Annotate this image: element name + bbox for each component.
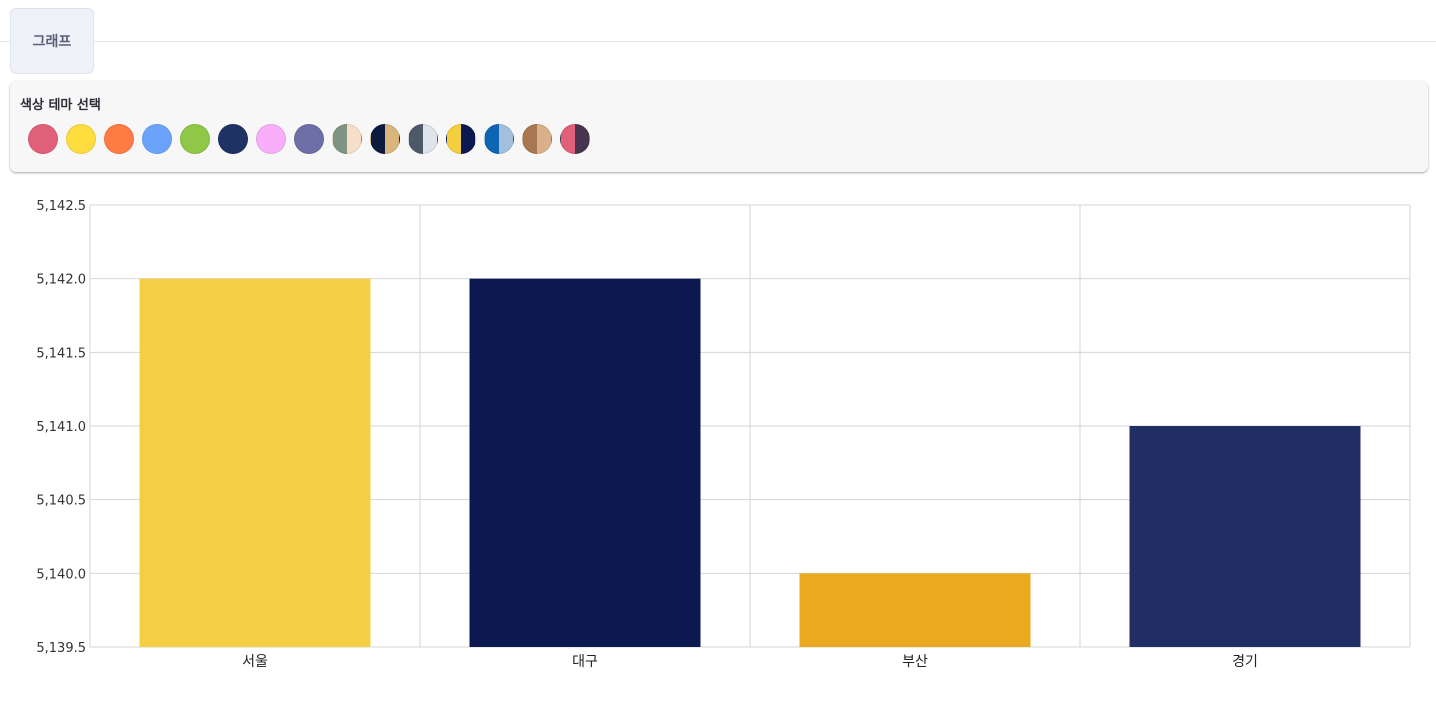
bar-chart: 5,139.5 5,140.0 5,140.5 5,141.0 5,141.5 5,142… [36,199,1411,670]
y-tick-label: 5,141.0 [36,420,86,435]
theme-swatch-blue-ice[interactable] [484,124,514,154]
theme-swatch-navy-sand[interactable] [370,124,400,154]
color-theme-swatches [28,124,590,154]
y-tick-label: 5,142.5 [36,199,86,214]
y-tick-label: 5,140.5 [36,494,86,509]
tab-graph[interactable]: 그래프 [10,8,94,74]
color-theme-panel: 색상 테마 선택 [10,81,1428,172]
theme-swatch-sky-blue[interactable] [142,124,172,154]
theme-swatch-rose[interactable] [28,124,58,154]
y-tick-label: 5,139.5 [36,641,86,656]
theme-swatch-gold-navy[interactable] [446,124,476,154]
x-tick-label: 서울 [242,654,268,670]
theme-swatch-orange[interactable] [104,124,134,154]
theme-swatch-yellow[interactable] [66,124,96,154]
theme-swatch-green[interactable] [180,124,210,154]
chart-bars [139,278,1361,647]
theme-swatch-brown-tan[interactable] [522,124,552,154]
y-tick-label: 5,140.0 [36,567,86,582]
bar-0[interactable] [139,278,371,647]
theme-swatch-rose-plum[interactable] [560,124,590,154]
bar-1[interactable] [469,278,701,647]
y-tick-label: 5,141.5 [36,346,86,361]
tab-bar-divider [0,41,1436,42]
tab-bar: 그래프 [0,0,1436,76]
theme-swatch-slate-mist[interactable] [408,124,438,154]
color-theme-title: 색상 테마 선택 [20,98,101,113]
theme-swatch-lavender-pattern[interactable] [294,124,324,154]
theme-swatch-navy[interactable] [218,124,248,154]
bar-2[interactable] [799,573,1031,647]
x-tick-label: 대구 [572,654,598,670]
theme-swatch-pink[interactable] [256,124,286,154]
x-tick-label: 경기 [1232,654,1258,670]
y-tick-label: 5,142.0 [36,273,86,288]
x-axis-labels: 서울 대구 부산 경기 [242,654,1258,670]
bar-3[interactable] [1129,426,1361,647]
x-tick-label: 부산 [902,654,928,670]
theme-swatch-sage-cream[interactable] [332,124,362,154]
y-axis-ticks: 5,139.5 5,140.0 5,140.5 5,141.0 5,141.5 5,142… [36,199,86,656]
